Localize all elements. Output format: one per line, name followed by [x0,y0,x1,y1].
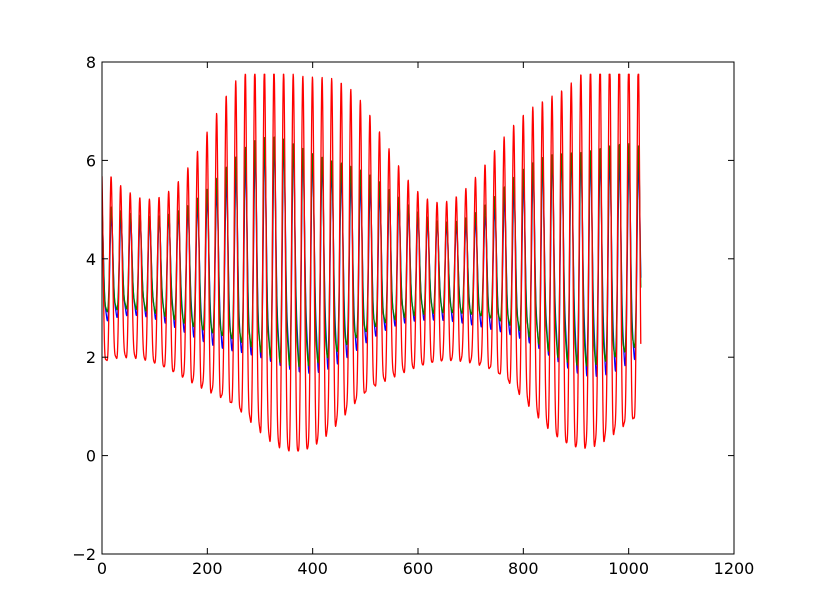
y-tick-label: −2 [72,545,96,564]
x-tick-label: 1000 [608,559,649,578]
series-layer [102,73,642,452]
x-tick-label: 1200 [714,559,755,578]
y-tick-label: 8 [86,53,96,72]
x-tick-label: 200 [192,559,223,578]
y-tick-label: 0 [86,447,96,466]
x-tick-label: 0 [97,559,107,578]
series-line-2 [102,73,642,452]
y-tick-label: 4 [86,250,96,269]
x-tick-label: 400 [297,559,328,578]
y-tick-label: 2 [86,348,96,367]
x-tick-label: 600 [403,559,434,578]
y-tick-label: 6 [86,151,96,170]
x-tick-label: 800 [508,559,539,578]
